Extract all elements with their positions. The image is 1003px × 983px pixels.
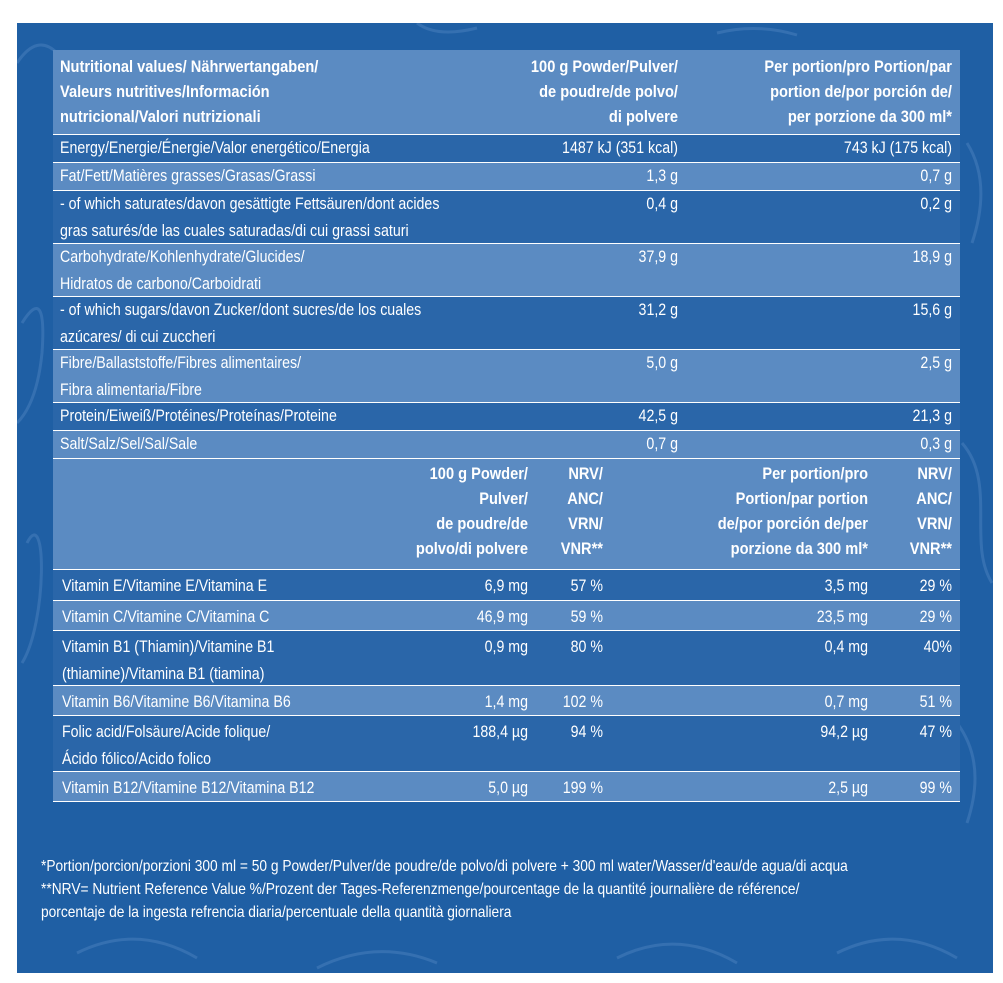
header-per-100g: 100 g Powder/Pulver/ de poudre/de polvo/…	[530, 57, 678, 126]
vitamin-nrv-portion: 51 %	[919, 693, 952, 711]
vitamin-per-portion: 2,5 µg	[828, 779, 868, 797]
vitamin-per-100g: 46,9 mg	[476, 608, 528, 626]
vitamin-nrv-100g: 57 %	[570, 577, 603, 595]
vitamin-per-portion: 23,5 mg	[816, 608, 868, 626]
vitamin-nrv-portion: 29 %	[919, 577, 952, 595]
footnotes: *Portion/porcion/porzioni 300 ml = 50 g …	[41, 855, 849, 924]
nutrient-row: - of which saturates/davon gesättigte Fe…	[53, 191, 960, 244]
background-doodle-pattern	[17, 23, 993, 970]
vitamin-per-100g: 188,4 µg	[472, 723, 528, 741]
nutrient-per-100g: 5,0 g	[646, 354, 678, 372]
vitamin-per-portion: 94,2 µg	[820, 723, 868, 741]
vitamin-name: Vitamin B12/Vitamine B12/Vitamina B12	[62, 779, 315, 797]
nutrient-name: Protein/Eiweiß/Protéines/Proteínas/Prote…	[60, 407, 337, 425]
nutrient-row: Salt/Salz/Sel/Sal/Sale 0,7 g 0,3 g	[53, 431, 960, 459]
vitamin-name: Vitamin E/Vitamine E/Vitamina E	[62, 577, 268, 595]
header-vitamins-per-100g: 100 g Powder/ Pulver/ de poudre/de polvo…	[415, 464, 528, 558]
footnote-portion: *Portion/porcion/porzioni 300 ml = 50 g …	[41, 858, 848, 875]
nutrient-per-portion: 0,2 g	[920, 195, 952, 213]
vitamin-per-portion: 0,4 mg	[824, 638, 868, 656]
vitamin-nrv-100g: 199 %	[562, 779, 603, 797]
vitamin-header-row: 100 g Powder/ Pulver/ de poudre/de polvo…	[53, 459, 960, 570]
vitamin-per-portion: 0,7 mg	[824, 693, 868, 711]
nutrient-per-100g: 31,2 g	[638, 301, 678, 319]
nutrient-row: Fibre/Ballaststoffe/Fibres alimentaires/…	[53, 350, 960, 403]
vitamin-nrv-portion: 47 %	[919, 723, 952, 741]
nutrient-row: - of which sugars/davon Zucker/dont sucr…	[53, 297, 960, 350]
nutrient-per-portion: 15,6 g	[912, 301, 952, 319]
nutrient-rows: Energy/Energie/Énergie/Valor energético/…	[53, 135, 960, 459]
nutrient-per-portion: 21,3 g	[912, 407, 952, 425]
nutrient-name: Energy/Energie/Énergie/Valor energético/…	[60, 139, 370, 157]
vitamin-row: Vitamin E/Vitamine E/Vitamina E 6,9 mg 57 …	[53, 570, 960, 601]
nutrient-name: Carbohydrate/Kohlenhydrate/Glucides/ Hid…	[60, 248, 305, 293]
vitamin-nrv-portion: 99 %	[919, 779, 952, 797]
footnote-nrv-line1: **NRV= Nutrient Reference Value %/Prozen…	[41, 881, 800, 898]
nutrient-name: - of which saturates/davon gesättigte Fe…	[60, 195, 440, 240]
nutrient-per-portion: 2,5 g	[920, 354, 952, 372]
nutrient-per-100g: 0,4 g	[646, 195, 678, 213]
footnote-nrv-line2: porcentaje de la ingesta refrencia diari…	[41, 904, 512, 921]
nutrient-name: Fibre/Ballaststoffe/Fibres alimentaires/…	[60, 354, 302, 399]
nutrient-name: Fat/Fett/Matières grasses/Grasas/Grassi	[60, 167, 316, 185]
nutrient-per-portion: 0,3 g	[920, 435, 952, 453]
vitamin-row: Vitamin B12/Vitamine B12/Vitamina B12 5,0…	[53, 772, 960, 802]
header-nrv-100g: NRV/ ANC/ VRN/ VNR**	[560, 464, 603, 558]
header-nrv-portion: NRV/ ANC/ VRN/ VNR**	[909, 464, 952, 558]
vitamin-per-100g: 0,9 mg	[484, 638, 528, 656]
nutrient-per-100g: 0,7 g	[646, 435, 678, 453]
vitamin-per-100g: 1,4 mg	[484, 693, 528, 711]
vitamin-nrv-100g: 80 %	[570, 638, 603, 656]
vitamin-name: Vitamin B6/Vitamine B6/Vitamina B6	[62, 693, 291, 711]
nutrition-label: Nutritional values/ Nährwertangaben/ Val…	[17, 23, 993, 973]
nutrient-name: - of which sugars/davon Zucker/dont sucr…	[60, 301, 422, 346]
nutrient-per-100g: 1,3 g	[646, 167, 678, 185]
nutrient-per-100g: 1487 kJ (351 kcal)	[562, 139, 678, 157]
vitamin-per-100g: 5,0 µg	[488, 779, 528, 797]
nutrient-row: Carbohydrate/Kohlenhydrate/Glucides/ Hid…	[53, 244, 960, 297]
nutrient-per-100g: 37,9 g	[638, 248, 678, 266]
vitamin-per-100g: 6,9 mg	[484, 577, 528, 595]
header-nutritional-values: Nutritional values/ Nährwertangaben/ Val…	[60, 57, 319, 126]
vitamin-nrv-portion: 29 %	[919, 608, 952, 626]
vitamin-rows: Vitamin E/Vitamine E/Vitamina E 6,9 mg 57 …	[53, 570, 960, 802]
header-vitamins-per-portion: Per portion/pro Portion/par portion de/p…	[717, 464, 868, 558]
nutrition-table: Nutritional values/ Nährwertangaben/ Val…	[53, 50, 960, 802]
nutrient-row: Protein/Eiweiß/Protéines/Proteínas/Prote…	[53, 403, 960, 431]
vitamin-nrv-100g: 94 %	[570, 723, 603, 741]
nutrient-row: Fat/Fett/Matières grasses/Grasas/Grassi 1…	[53, 163, 960, 191]
vitamin-name: Vitamin B1 (Thiamin)/Vitamine B1 (thiami…	[62, 638, 275, 683]
vitamin-nrv-100g: 59 %	[570, 608, 603, 626]
table-header-row: Nutritional values/ Nährwertangaben/ Val…	[53, 50, 960, 135]
nutrient-per-100g: 42,5 g	[638, 407, 678, 425]
vitamin-row: Vitamin C/Vitamine C/Vitamina C 46,9 mg 59…	[53, 601, 960, 631]
vitamin-name: Folic acid/Folsäure/Acide folique/ Ácido…	[62, 723, 271, 768]
vitamin-nrv-100g: 102 %	[562, 693, 603, 711]
vitamin-row: Vitamin B6/Vitamine B6/Vitamina B6 1,4 mg…	[53, 686, 960, 716]
vitamin-row: Folic acid/Folsäure/Acide folique/ Ácido…	[53, 716, 960, 772]
nutrient-name: Salt/Salz/Sel/Sal/Sale	[60, 435, 198, 453]
vitamin-name: Vitamin C/Vitamine C/Vitamina C	[62, 608, 270, 626]
header-per-portion: Per portion/pro Portion/par portion de/p…	[764, 57, 952, 126]
nutrient-per-portion: 743 kJ (175 kcal)	[843, 139, 952, 157]
vitamin-row: Vitamin B1 (Thiamin)/Vitamine B1 (thiami…	[53, 631, 960, 686]
vitamin-nrv-portion: 40%	[923, 638, 952, 656]
nutrient-per-portion: 0,7 g	[920, 167, 952, 185]
vitamin-per-portion: 3,5 mg	[824, 577, 868, 595]
nutrient-row: Energy/Energie/Énergie/Valor energético/…	[53, 135, 960, 163]
nutrient-per-portion: 18,9 g	[912, 248, 952, 266]
